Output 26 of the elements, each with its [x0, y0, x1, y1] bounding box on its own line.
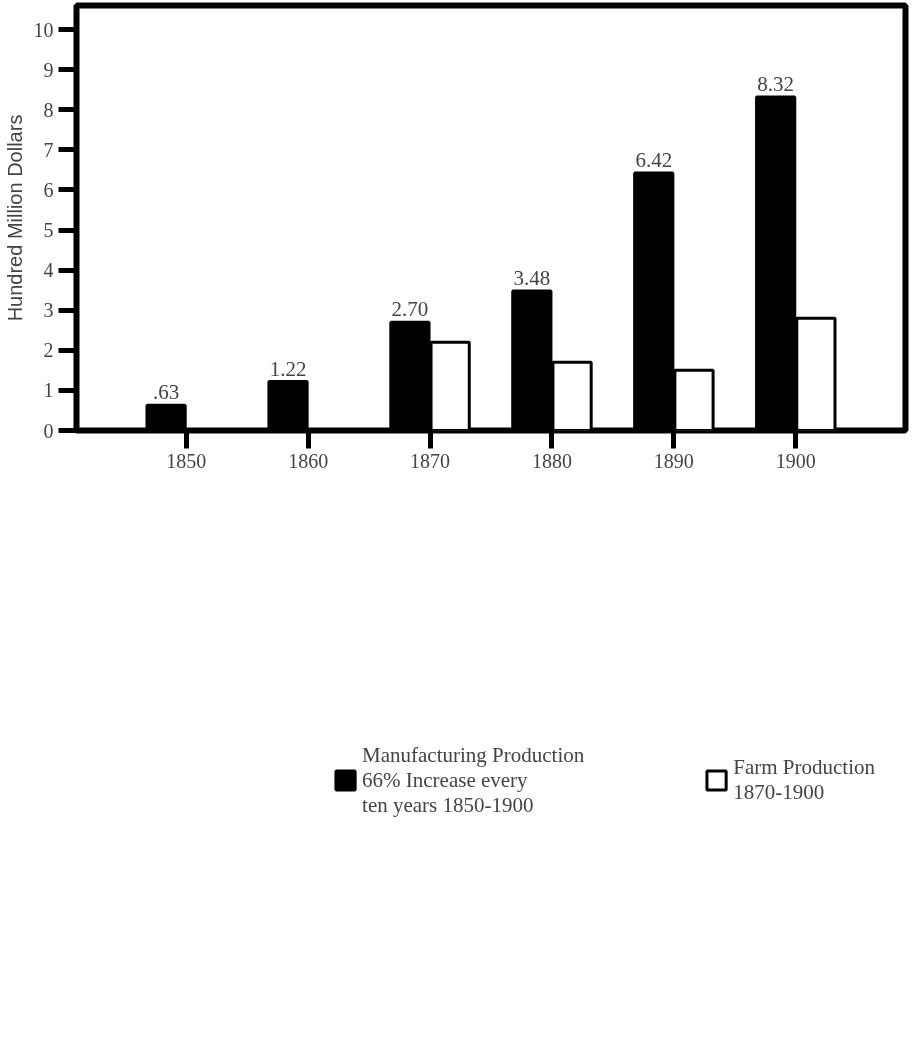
legend-label: Farm Production 1870-1900: [733, 755, 875, 805]
x-tick-label: 1870: [410, 449, 451, 472]
data-label: .63: [152, 380, 180, 405]
y-tick-label: 5: [43, 219, 54, 242]
y-axis-title: Hundred Million Dollars: [3, 114, 26, 322]
x-tick-label: 1860: [288, 449, 329, 472]
y-tick-label: 10: [33, 18, 54, 41]
data-label: 2.70: [391, 297, 429, 322]
data-label: 3.48: [513, 265, 551, 290]
legend-label: Manufacturing Production 66% Increase every ten years 1850-1900: [362, 742, 585, 818]
y-tick-label: 4: [43, 259, 54, 282]
data-label: 6.42: [635, 148, 673, 173]
data-label: 8.32: [757, 71, 795, 96]
y-tick-label: 8: [43, 98, 54, 121]
y-tick-label: 1: [43, 379, 54, 402]
x-tick-label: 1900: [775, 449, 816, 472]
y-tick-label: 9: [43, 58, 54, 81]
x-tick-label: 1890: [653, 449, 694, 472]
data-label: 1.22: [269, 356, 307, 381]
x-tick-label: 1880: [531, 449, 572, 472]
y-tick-label: 3: [43, 299, 54, 322]
y-tick-label: 2: [43, 339, 54, 362]
x-tick-label: 1850: [166, 449, 207, 472]
y-tick-label: 6: [43, 178, 54, 201]
y-tick-label: 0: [43, 419, 54, 442]
y-tick-label: 7: [43, 138, 54, 161]
